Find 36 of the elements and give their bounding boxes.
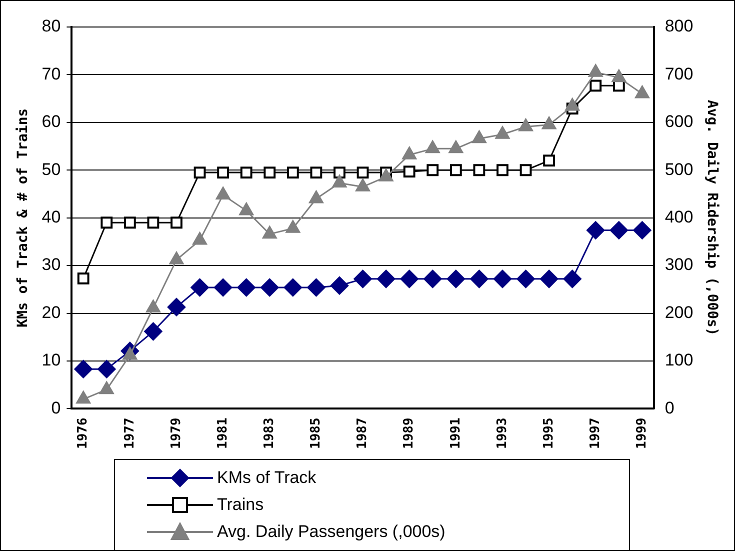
y2-tick-label: 700 [664,64,694,84]
x-tick-label: 1999 [634,418,650,450]
x-tick-label: 1993 [494,418,510,450]
x-tick-label: 1989 [402,418,417,450]
y2-tick-label: 400 [664,208,694,227]
legend-label: KMs of Track [217,468,316,488]
y-tick-label: 20 [42,302,61,322]
x-tick-label: 1987 [355,418,370,450]
x-tick-label: 1991 [448,418,464,450]
y-tick-label: 60 [42,112,61,132]
y-tick-label: 70 [42,64,61,84]
y-tick-label: 40 [42,208,61,227]
y-tick-label: 80 [42,16,61,36]
x-tick-label: 1985 [308,418,324,450]
y2-tick-label: 300 [664,255,694,274]
legend-label: Avg. Daily Passengers (,000s) [217,522,446,542]
x-tick-label: 1995 [541,418,556,450]
x-tick-label: 1976 [76,418,91,450]
y-tick-label: 0 [51,398,61,418]
x-tick-label: 1983 [262,418,278,450]
y2-tick-label: 200 [664,302,694,322]
y-tick-label: 30 [42,255,61,274]
legend-label: Trains [217,494,264,514]
y2-axis-title: Avg. Daily Ridership (,000s) [704,100,720,336]
y2-tick-label: 0 [664,398,674,418]
x-tick-label: 1979 [168,418,184,450]
y2-tick-label: 500 [664,160,694,179]
y-tick-label: 50 [42,160,61,179]
y-axis-title: KMs of Track & # of Trains [15,108,32,328]
y-tick-label: 10 [42,350,61,370]
y2-tick-label: 600 [664,112,694,132]
x-tick-label: 1997 [588,418,603,450]
x-tick-label: 1977 [122,418,138,450]
x-tick-label: 1981 [215,418,230,450]
y2-tick-label: 100 [664,350,694,370]
y2-tick-label: 800 [664,16,694,36]
